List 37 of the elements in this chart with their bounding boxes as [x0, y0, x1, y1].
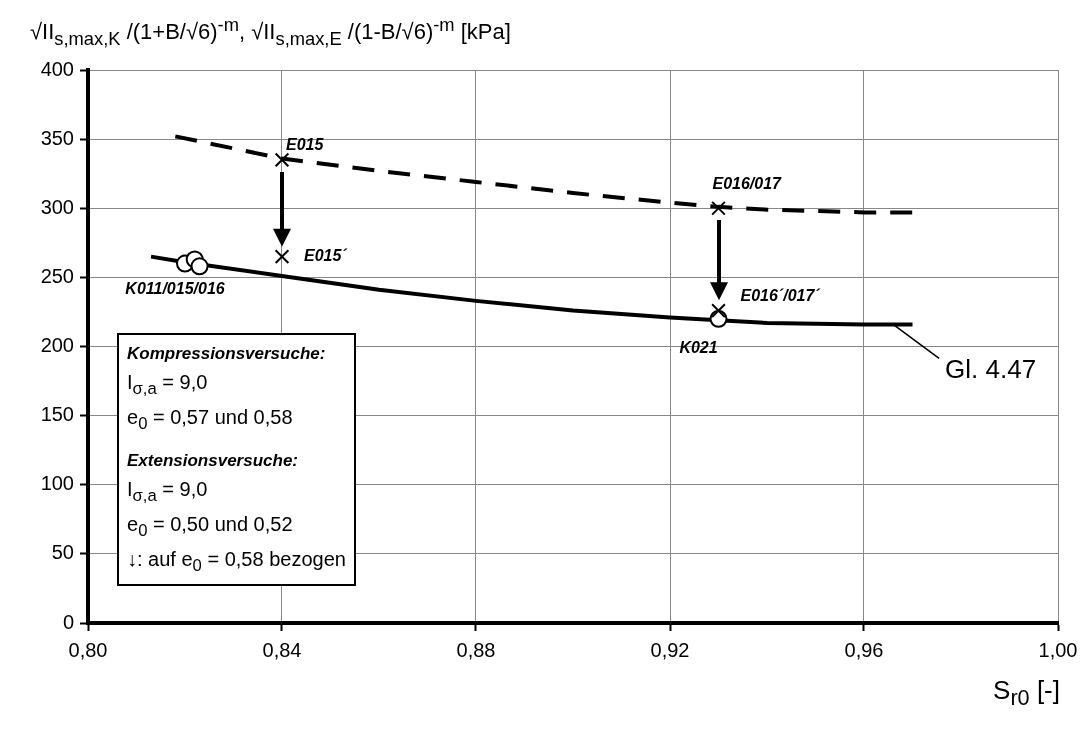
- y-tick-label: 250: [40, 264, 74, 287]
- point: [190, 257, 209, 276]
- y-tick-label: 150: [40, 403, 74, 426]
- annotation: e$_{0}$ = 0,50 und 0,52: [127, 512, 294, 542]
- x-tick-label: 1,00: [1038, 638, 1078, 661]
- point: [711, 303, 726, 318]
- y-tick-label: 0: [62, 610, 74, 633]
- x-tick-label: 0,88: [456, 638, 496, 661]
- x-axis-title: S$_{r0}$ [-]: [993, 675, 1060, 712]
- annotation: E015´: [304, 247, 349, 265]
- annotation: I$_{σ,a}$ = 9,0: [127, 370, 209, 400]
- x-tick-label: 0,84: [262, 638, 302, 661]
- annotation: Gl. 4.47: [945, 353, 1037, 384]
- y-tick-label: 300: [40, 195, 74, 218]
- annotation: E016´/017´: [740, 286, 822, 304]
- annotation: K011/015/016: [125, 279, 225, 297]
- annotation: E016/017: [712, 174, 783, 192]
- annotation: K021: [679, 339, 718, 357]
- annotation: Kompressionsversuche:: [127, 343, 327, 365]
- x-tick-label: 0,96: [844, 638, 884, 661]
- x-tick-label: 0,80: [68, 638, 108, 661]
- y-tick-label: 400: [40, 57, 74, 80]
- annotation: ↓: auf e$_{0}$ = 0,58 bezogen: [127, 547, 346, 577]
- annotation: E015: [286, 136, 325, 154]
- annotation: e$_{0}$ = 0,57 und 0,58: [127, 405, 294, 435]
- y-tick-label: 350: [40, 126, 74, 149]
- text: √II$_{s,max,K}$ /(1+B/√6)$^{-m}$, √II$_{s,max,E}$ /(1-B/√6)$^{-m}$ [kPa]: [30, 14, 511, 49]
- point: [274, 152, 290, 168]
- y-tick-label: 100: [40, 472, 74, 495]
- x-tick-label: 0,92: [650, 638, 690, 661]
- annotation: I$_{σ,a}$ = 9,0: [127, 477, 209, 507]
- annotation: Extensionsversuche:: [127, 450, 299, 472]
- line-series: [173, 134, 915, 215]
- y-tick-label: 200: [40, 334, 74, 357]
- y-tick-label: 50: [51, 541, 74, 564]
- point: [711, 200, 726, 216]
- point: [274, 249, 290, 264]
